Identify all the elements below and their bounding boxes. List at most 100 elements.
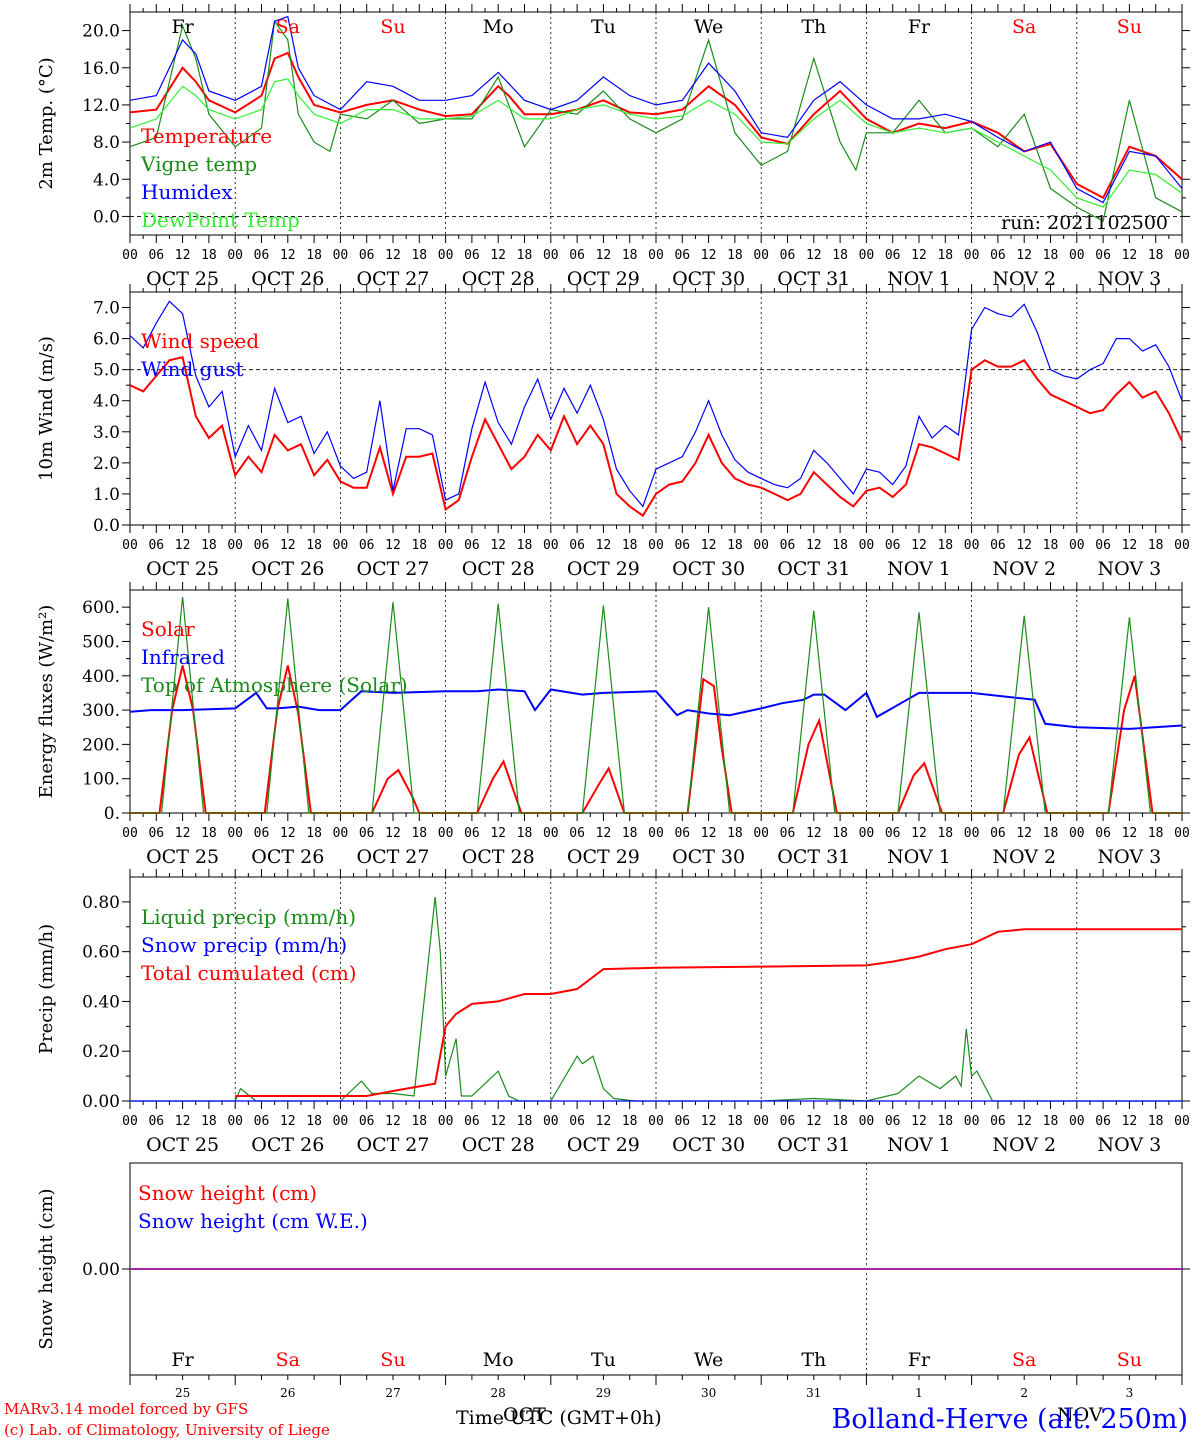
series-line-top-of-atmosphere-solar- bbox=[130, 596, 1182, 814]
hour-tick-label: 18 bbox=[832, 538, 848, 553]
hour-tick-label: 18 bbox=[306, 248, 322, 263]
hour-tick-label: 06 bbox=[1095, 538, 1111, 553]
y-tick-label: 600. bbox=[82, 598, 120, 618]
date-label: OCT 28 bbox=[462, 846, 535, 868]
series-line-total-cumulated-cm- bbox=[235, 928, 1182, 1097]
hour-tick-label: 00 bbox=[543, 826, 559, 841]
hour-tick-label: 06 bbox=[254, 538, 270, 553]
date-label: OCT 29 bbox=[567, 558, 640, 580]
legend-entry: Infrared bbox=[141, 645, 225, 669]
series-line-humidex bbox=[129, 15, 1183, 204]
hour-tick-label: 00 bbox=[438, 248, 454, 263]
hour-tick-label: 18 bbox=[306, 826, 322, 841]
date-label: OCT 27 bbox=[356, 846, 429, 868]
station-title: Bolland-Herve (alt. 250m) bbox=[832, 1404, 1188, 1435]
hour-tick-label: 00 bbox=[648, 248, 664, 263]
hour-tick-label: 12 bbox=[280, 826, 296, 841]
day-name-bottom: Tu bbox=[591, 1349, 616, 1371]
hour-tick-label: 18 bbox=[727, 1114, 743, 1129]
hour-tick-label: 06 bbox=[780, 826, 796, 841]
date-label: OCT 27 bbox=[356, 1134, 429, 1156]
hour-tick-label: 06 bbox=[148, 1114, 164, 1129]
x-axis-title: Time UTC (GMT+0h) bbox=[456, 1407, 662, 1429]
day-number: 31 bbox=[806, 1386, 821, 1400]
hour-tick-label: 06 bbox=[780, 538, 796, 553]
day-name-top: Sa bbox=[276, 16, 300, 38]
hour-tick-label: 00 bbox=[227, 1114, 243, 1129]
date-label: OCT 27 bbox=[356, 558, 429, 580]
hour-tick-label: 00 bbox=[122, 1114, 138, 1129]
panel-4: 0.00 0.20 0.40 0.60 0.80 Precip (mm/h) 00 06 12 1… bbox=[36, 869, 1190, 1156]
hour-tick-label: 18 bbox=[201, 248, 217, 263]
date-label: NOV 3 bbox=[1098, 558, 1162, 580]
hour-tick-label: 00 bbox=[753, 248, 769, 263]
date-label: NOV 3 bbox=[1098, 846, 1162, 868]
day-name-bottom: We bbox=[694, 1349, 723, 1371]
hour-tick-label: 00 bbox=[543, 538, 559, 553]
hour-tick-label: 18 bbox=[1043, 826, 1059, 841]
run-label: run: 2021102500 bbox=[1001, 212, 1168, 234]
y-tick-label: 7.0 bbox=[93, 299, 120, 319]
hour-tick-label: 12 bbox=[490, 248, 506, 263]
hour-tick-label: 18 bbox=[622, 1114, 638, 1129]
date-label: NOV 2 bbox=[992, 268, 1056, 290]
hour-tick-label: 18 bbox=[727, 248, 743, 263]
hour-tick-label: 00 bbox=[859, 1114, 875, 1129]
hour-tick-label: 12 bbox=[1122, 1114, 1138, 1129]
hour-tick-label: 06 bbox=[990, 538, 1006, 553]
legend-entry: Solar bbox=[141, 617, 195, 641]
day-number: 27 bbox=[385, 1386, 400, 1400]
hour-tick-label: 18 bbox=[1148, 826, 1164, 841]
hour-tick-label: 06 bbox=[464, 1114, 480, 1129]
day-number: 25 bbox=[175, 1386, 190, 1400]
hour-tick-label: 00 bbox=[438, 826, 454, 841]
day-name-bottom: Sa bbox=[276, 1349, 300, 1371]
hour-tick-label: 18 bbox=[622, 826, 638, 841]
date-label: OCT 30 bbox=[672, 558, 745, 580]
hour-tick-label: 06 bbox=[464, 538, 480, 553]
day-number: 26 bbox=[280, 1386, 295, 1400]
y-axis-label: 10m Wind (m/s) bbox=[36, 336, 57, 481]
hour-tick-label: 12 bbox=[385, 1114, 401, 1129]
date-label: NOV 2 bbox=[992, 846, 1056, 868]
legend-entry: Snow height (cm W.E.) bbox=[138, 1209, 368, 1233]
hour-tick-label: 06 bbox=[674, 538, 690, 553]
date-label: OCT 25 bbox=[146, 558, 219, 580]
hour-tick-label: 12 bbox=[596, 248, 612, 263]
hour-tick-label: 00 bbox=[122, 826, 138, 841]
hour-tick-label: 06 bbox=[885, 538, 901, 553]
day-name-bottom: Fr bbox=[908, 1349, 931, 1371]
hour-tick-label: 00 bbox=[964, 1114, 980, 1129]
hour-tick-label: 00 bbox=[227, 538, 243, 553]
legend-entry: Temperature bbox=[141, 124, 272, 148]
y-tick-label: 6.0 bbox=[93, 330, 120, 350]
hour-tick-label: 18 bbox=[306, 1114, 322, 1129]
hour-tick-label: 06 bbox=[148, 826, 164, 841]
hour-tick-label: 00 bbox=[1069, 538, 1085, 553]
series-line-vigne-temp bbox=[129, 19, 1183, 223]
hour-tick-label: 00 bbox=[753, 538, 769, 553]
day-number: 1 bbox=[915, 1386, 923, 1400]
y-axis-label: 2m Temp. (°C) bbox=[36, 57, 57, 189]
hour-tick-label: 18 bbox=[832, 1114, 848, 1129]
y-tick-label: 0.40 bbox=[82, 992, 120, 1012]
hour-tick-label: 06 bbox=[885, 1114, 901, 1129]
hour-tick-label: 12 bbox=[1122, 826, 1138, 841]
y-axis-label: Snow height (cm) bbox=[36, 1188, 57, 1349]
y-tick-label: 0.80 bbox=[82, 893, 120, 913]
hour-tick-label: 18 bbox=[1043, 538, 1059, 553]
hour-tick-label: 00 bbox=[1069, 248, 1085, 263]
hour-tick-label: 00 bbox=[753, 1114, 769, 1129]
hour-tick-label: 18 bbox=[201, 1114, 217, 1129]
hour-tick-label: 06 bbox=[464, 248, 480, 263]
hour-tick-label: 18 bbox=[306, 538, 322, 553]
y-tick-label: 0.60 bbox=[82, 943, 120, 963]
hour-tick-label: 06 bbox=[1095, 248, 1111, 263]
hour-tick-label: 12 bbox=[385, 538, 401, 553]
date-label: OCT 29 bbox=[567, 1134, 640, 1156]
hour-tick-label: 18 bbox=[727, 826, 743, 841]
date-label: OCT 31 bbox=[777, 558, 850, 580]
y-tick-label: 0.0 bbox=[93, 207, 120, 227]
day-name-top: Fr bbox=[908, 16, 931, 38]
